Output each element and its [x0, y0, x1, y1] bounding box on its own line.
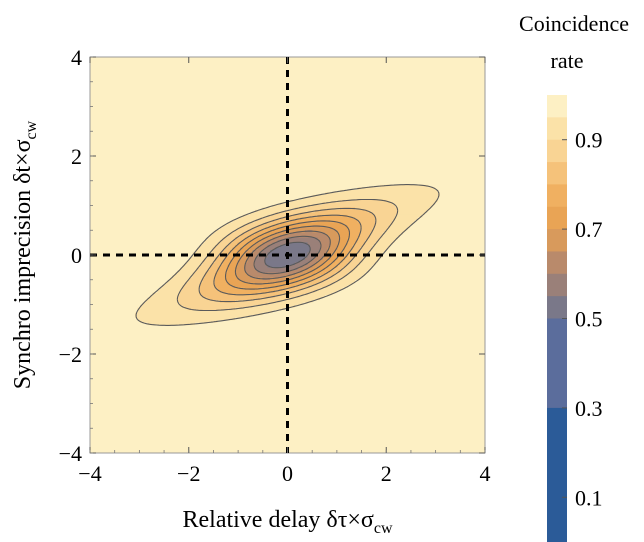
legend-ticks: 0.9 0.7 0.5 0.3 0.1 [562, 128, 603, 511]
legend-tick-label: 0.5 [575, 307, 603, 332]
legend-band [547, 140, 567, 163]
legend-band [547, 408, 567, 542]
legend-band [547, 274, 567, 297]
y-tick-label: 2 [71, 144, 82, 169]
color-legend: Coincidence rate 0.9 0.7 0.5 0.3 0.1 [519, 11, 629, 542]
legend-tick-label: 0.3 [575, 396, 603, 421]
y-axis-label-main: Synchro imprecision δt×σ [10, 139, 36, 389]
y-axis-label: Synchro imprecision δt×σcw [10, 120, 40, 389]
x-axis-label-sub: cw [374, 520, 393, 537]
legend-tick-label: 0.7 [575, 217, 603, 242]
x-tick-label: −2 [177, 461, 200, 486]
legend-title-line1: Coincidence [519, 11, 629, 36]
x-tick-label: 4 [480, 461, 491, 486]
legend-tick-label: 0.1 [575, 485, 603, 510]
legend-tick-label: 0.9 [575, 128, 603, 153]
legend-band [547, 184, 567, 207]
legend-band [547, 251, 567, 274]
x-tick-label: 2 [381, 461, 392, 486]
legend-band [547, 117, 567, 140]
legend-band [547, 162, 567, 185]
y-axis-label-sub: cw [23, 120, 40, 139]
legend-band [547, 319, 567, 409]
y-tick-label: 0 [71, 243, 82, 268]
legend-band [547, 229, 567, 252]
x-tick-label: 0 [282, 461, 293, 486]
x-axis-label: Relative delay δτ×σcw [182, 507, 392, 537]
x-axis-label-main: Relative delay δτ×σ [182, 507, 373, 533]
legend-band [547, 207, 567, 230]
y-tick-label: 4 [71, 45, 82, 70]
legend-band [547, 95, 567, 118]
y-tick-label: −4 [59, 441, 82, 466]
legend-title-line2: rate [551, 48, 584, 73]
legend-band [547, 296, 567, 319]
y-tick-label: −2 [59, 342, 82, 367]
